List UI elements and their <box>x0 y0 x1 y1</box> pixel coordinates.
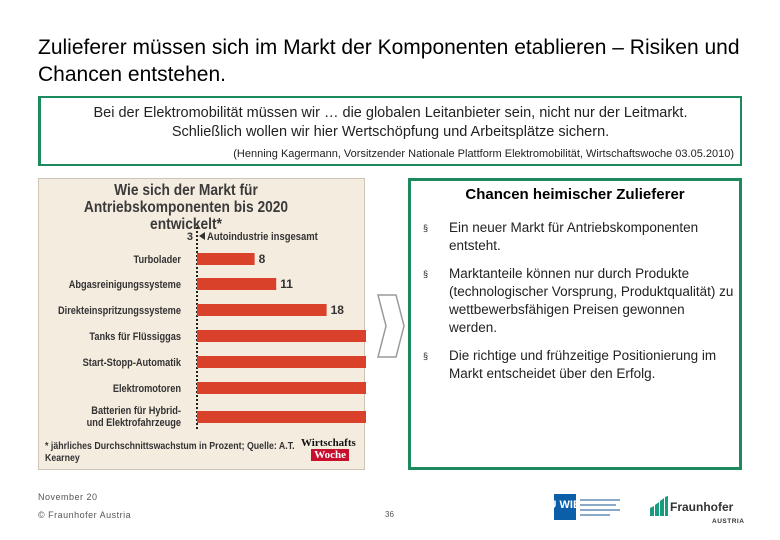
category-label: Direkteinspritzungssysteme <box>58 305 181 317</box>
chart-bar <box>197 253 255 265</box>
category-label: Tanks für Flüssiggas <box>89 331 181 343</box>
bullet-icon: § <box>423 269 429 279</box>
bullet-text: Die richtige und frühzeitige Positionier… <box>449 348 717 381</box>
tu-logo-text: TU WIEN <box>554 499 588 511</box>
chart-title: Wie sich der Markt für Antriebskomponent… <box>83 182 289 233</box>
quote-box: Bei der Elektromobilität müssen wir … di… <box>38 96 742 166</box>
bullet-text: Marktanteile können nur durch Produkte (… <box>449 266 734 335</box>
chart-footnote: * jährliches Durchschnittswachstum in Pr… <box>45 441 295 464</box>
quote-line-1: Bei der Elektromobilität müssen wir … di… <box>93 105 688 121</box>
reference-value: 3 <box>187 231 193 243</box>
bullet-icon: § <box>423 223 429 233</box>
category-label: Start-Stopp-Automatik <box>83 357 182 369</box>
list-item: § Ein neuer Markt für Antriebskomponente… <box>423 219 735 255</box>
bar-value-label: 8 <box>259 252 266 266</box>
tu-wien-logo: TU WIEN <box>554 494 620 520</box>
fraunhofer-logo-text: Fraunhofer <box>670 500 734 514</box>
bar-value-label: 18 <box>331 303 345 317</box>
category-label: Turbolader <box>134 254 182 266</box>
bullet-icon: § <box>423 351 429 361</box>
fraunhofer-icon <box>650 496 668 516</box>
chances-box: Chancen heimischer Zulieferer § Ein neue… <box>408 178 742 470</box>
wirtschaftswoche-logo: Wirtschafts Woche <box>301 437 356 465</box>
chances-list: § Ein neuer Markt für Antriebskomponente… <box>423 219 735 393</box>
category-label: Elektromotoren <box>113 383 181 395</box>
reference-label: Autoindustrie insgesamt <box>207 231 318 243</box>
fraunhofer-logo-sub: AUSTRIA <box>712 518 745 525</box>
bar-value-label: 11 <box>280 277 293 291</box>
ww-logo-line2: Woche <box>311 449 349 461</box>
chart-bar <box>197 304 327 316</box>
chart-bar <box>197 330 366 342</box>
slide-title: Zulieferer müssen sich im Markt der Komp… <box>38 36 740 86</box>
page-number: 36 <box>385 510 394 519</box>
chart-bar <box>197 411 366 423</box>
chart-bar <box>197 278 277 290</box>
reference-marker <box>199 232 205 240</box>
chances-title: Chancen heimischer Zulieferer <box>465 186 685 203</box>
market-bar-chart: Wie sich der Markt für Antriebskomponent… <box>38 178 366 470</box>
ww-logo-line1: Wirtschafts <box>301 437 356 449</box>
chart-plot: 3 Autoindustrie insgesamt 8 Turbolader 11 Abg… <box>58 227 366 429</box>
footer-copyright: © Fraunhofer Austria <box>38 510 132 520</box>
list-item: § Marktanteile können nur durch Produkte… <box>423 265 735 337</box>
chevron-right-icon <box>377 294 405 358</box>
quote-text: Bei der Elektromobilität müssen wir … di… <box>41 104 740 142</box>
quote-source: (Henning Kagermann, Vorsitzender Nationa… <box>233 148 734 160</box>
category-label: und Elektrofahrzeuge <box>87 417 182 429</box>
chart-bar <box>197 356 366 368</box>
quote-line-2: Schließlich wollen wir hier Wertschöpfun… <box>171 124 610 140</box>
bullet-text: Ein neuer Markt für Antriebskomponenten … <box>449 220 699 253</box>
footer-date: November 20 <box>38 492 98 502</box>
category-label: Batterien für Hybrid- <box>91 405 181 417</box>
list-item: § Die richtige und frühzeitige Positioni… <box>423 347 735 383</box>
category-label: Abgasreinigungssysteme <box>69 279 182 291</box>
chart-bar <box>197 382 366 394</box>
